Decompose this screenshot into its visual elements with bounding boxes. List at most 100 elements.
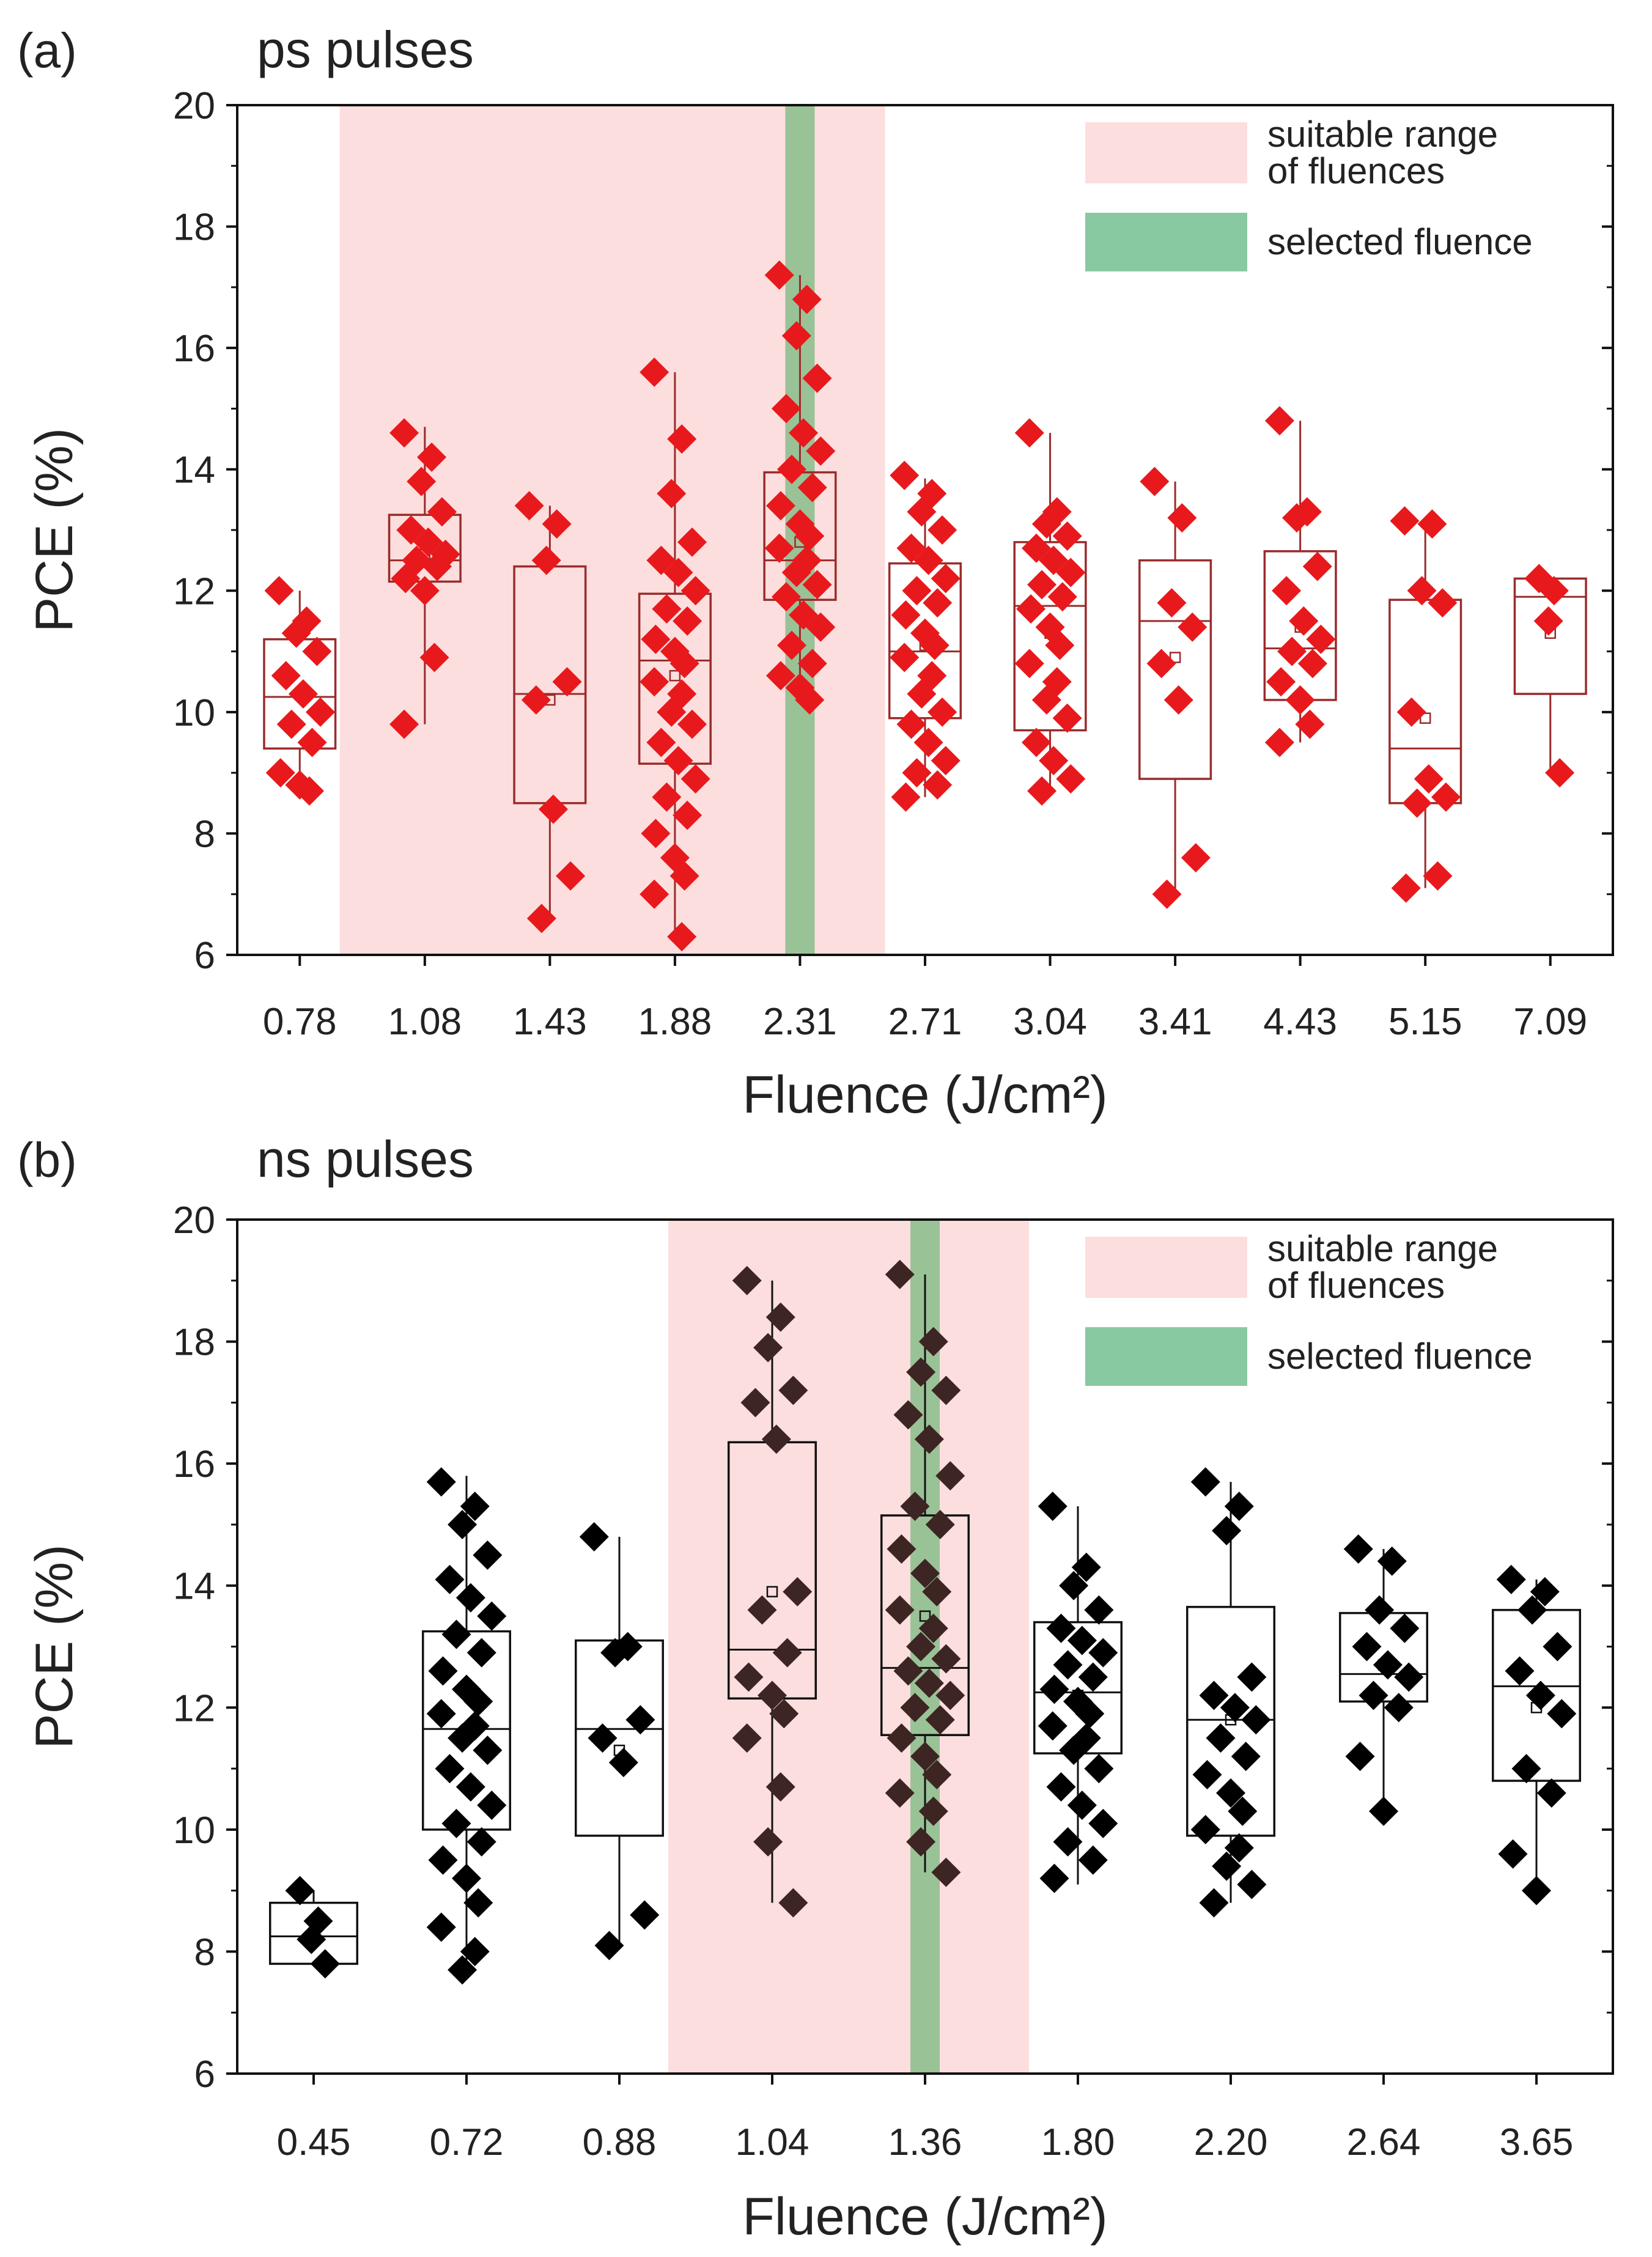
- data-point: [1264, 727, 1294, 757]
- data-point: [426, 1467, 456, 1497]
- data-point: [526, 904, 556, 933]
- box-mean: [1419, 712, 1431, 724]
- data-point: [1056, 764, 1086, 794]
- data-point: [925, 1705, 955, 1735]
- x-tick-label: 1.08: [388, 1001, 462, 1043]
- legend-range-swatch: [1085, 1237, 1247, 1298]
- data-point: [426, 1912, 456, 1942]
- data-point: [657, 479, 687, 509]
- data-point: [641, 624, 671, 654]
- points-1.36: [885, 1259, 965, 1887]
- box-iqr: [1138, 559, 1212, 780]
- points-0.72: [426, 1467, 507, 1985]
- data-point: [608, 1748, 638, 1778]
- data-point: [806, 612, 836, 642]
- y-tick-label: 16: [173, 328, 215, 370]
- data-point: [890, 460, 920, 490]
- data-point: [1431, 782, 1461, 812]
- data-point: [792, 284, 822, 314]
- data-point: [906, 1357, 936, 1387]
- data-point: [640, 879, 669, 909]
- data-point: [389, 709, 419, 739]
- y-tick-label: 18: [173, 207, 215, 249]
- points-3.65: [1496, 1564, 1577, 1905]
- x-tick-label: 2.71: [888, 1001, 962, 1043]
- data-point: [556, 861, 586, 891]
- data-point: [1059, 1570, 1089, 1600]
- data-point: [669, 861, 699, 891]
- data-point: [910, 1558, 940, 1588]
- data-point: [753, 1827, 783, 1857]
- data-point: [1088, 1808, 1118, 1838]
- data-point: [1078, 1845, 1108, 1875]
- data-point: [630, 1900, 660, 1930]
- chart-panel-a: 6 8 10 12 14 16 18 20 0.78 1.08 1.43 1.88 2.31 2.71 3.…: [17, 21, 1614, 1124]
- data-point: [893, 1656, 923, 1686]
- data-point: [466, 1827, 496, 1857]
- y-tick-label: 12: [173, 1687, 215, 1729]
- points-1.43: [514, 491, 586, 933]
- data-point: [264, 576, 294, 606]
- data-point: [579, 1522, 609, 1552]
- y-tick-label: 10: [173, 1810, 215, 1852]
- data-point: [407, 466, 437, 496]
- data-point: [918, 1613, 948, 1643]
- x-tick-label: 0.78: [263, 1001, 337, 1043]
- data-point: [764, 260, 794, 290]
- data-point: [802, 363, 832, 393]
- data-point: [1297, 649, 1327, 679]
- data-point: [1067, 1790, 1097, 1820]
- y-tick-label: 14: [173, 1566, 215, 1608]
- data-point: [902, 576, 932, 606]
- points-1.88: [640, 357, 710, 952]
- points-3.04: [1014, 418, 1086, 806]
- data-point: [1052, 521, 1082, 551]
- data-point: [1084, 1754, 1114, 1784]
- legend-range-label: of fluences: [1267, 1265, 1445, 1306]
- legend-selected-swatch: [1085, 1327, 1247, 1386]
- data-point: [778, 1888, 808, 1918]
- data-point: [1045, 630, 1075, 660]
- data-point: [758, 1681, 787, 1710]
- data-point: [913, 727, 943, 757]
- data-point: [531, 545, 561, 575]
- data-point: [667, 424, 697, 454]
- data-point: [667, 922, 697, 952]
- data-point: [913, 545, 943, 575]
- data-point: [1394, 1662, 1424, 1692]
- data-point: [295, 776, 325, 806]
- data-point: [389, 418, 419, 448]
- data-point: [641, 819, 671, 849]
- data-point: [306, 697, 336, 727]
- points-1.08: [389, 418, 460, 739]
- data-point: [297, 727, 327, 757]
- panel-label: (a): [17, 23, 77, 78]
- data-point: [1016, 594, 1046, 624]
- x-tick-label: 1.36: [888, 2121, 962, 2163]
- data-point: [473, 1540, 503, 1570]
- y-tick-label: 10: [173, 692, 215, 734]
- data-point: [463, 1687, 493, 1717]
- data-point: [594, 1931, 624, 1961]
- data-point: [918, 1327, 948, 1357]
- data-point: [765, 1772, 795, 1802]
- data-point: [1264, 406, 1294, 436]
- y-axis-title: PCE (%): [25, 1544, 84, 1748]
- data-point: [448, 1509, 478, 1539]
- data-point: [1088, 1638, 1118, 1668]
- data-point: [931, 746, 961, 776]
- points-2.64: [1343, 1534, 1424, 1826]
- data-point: [663, 746, 693, 776]
- data-point: [900, 1693, 930, 1723]
- data-point: [302, 636, 332, 666]
- data-point: [538, 794, 568, 824]
- data-point: [935, 1681, 965, 1710]
- data-point: [1289, 606, 1319, 636]
- box-mean: [919, 1610, 931, 1622]
- data-point: [652, 594, 682, 624]
- data-point: [417, 442, 447, 472]
- data-point: [285, 1876, 315, 1905]
- y-tick-label: 14: [173, 449, 215, 492]
- data-point: [1525, 1681, 1555, 1710]
